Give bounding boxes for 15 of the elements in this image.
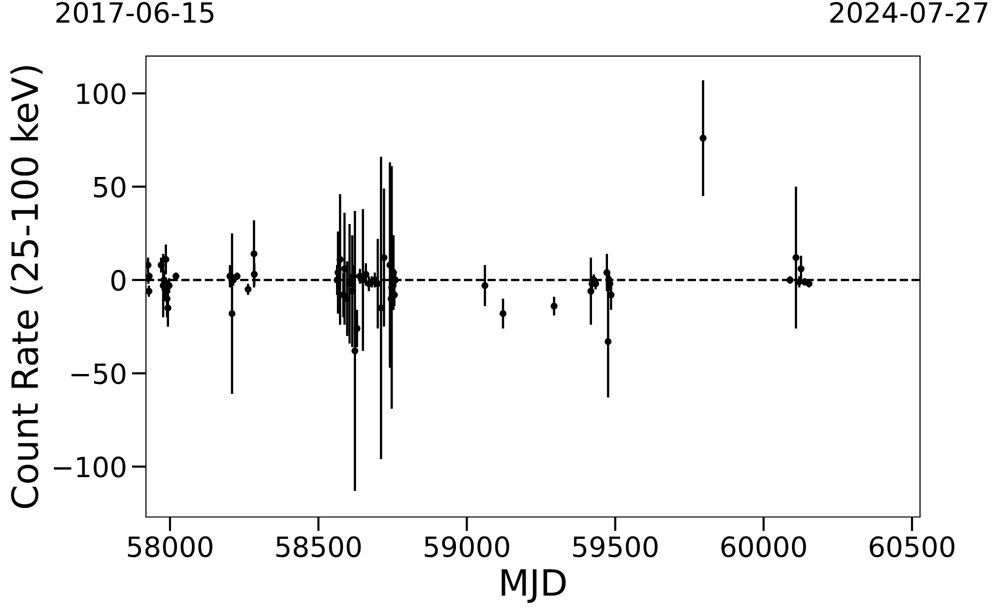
y-axis-title: Count Rate (25-100 keV) <box>10 66 43 508</box>
text: 2017-06-15 <box>56 2 214 23</box>
x-tick-label: 59500 <box>573 536 658 558</box>
y-tick-label: 100 <box>77 83 126 104</box>
y-tick-label: 0 <box>111 270 126 291</box>
y-tick-label: −50 <box>72 363 126 384</box>
x-tick-label: 58000 <box>128 536 212 558</box>
x-tick-label: 60500 <box>870 536 954 558</box>
y-tick-label: 50 <box>94 176 126 198</box>
y-tick-label: −100 <box>54 456 126 478</box>
x-tick-label: 59000 <box>424 536 510 558</box>
x-tick-label: 60000 <box>721 536 806 558</box>
x-axis-title: MJD <box>502 569 566 603</box>
text: 2024-07-27 <box>830 2 988 23</box>
x-tick-label: 58500 <box>276 536 361 558</box>
